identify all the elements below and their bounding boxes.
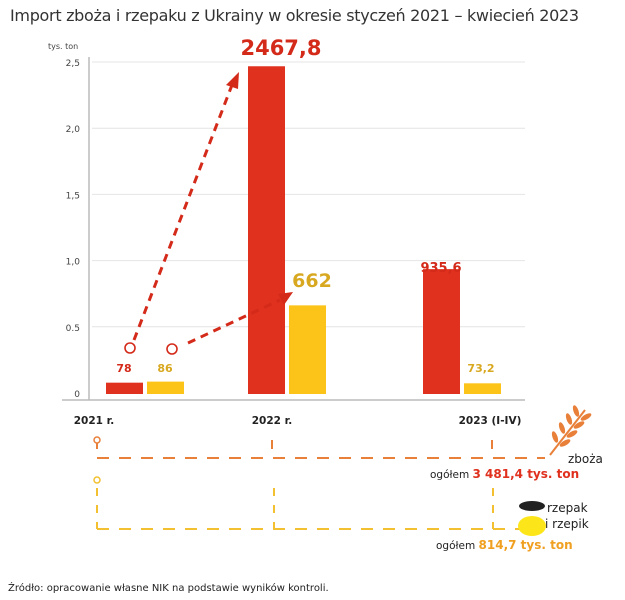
source-note: Źródło: opracowanie własne NIK na podsta… [8, 583, 329, 594]
rapeseed-icon [519, 501, 545, 511]
chart-title: Import zboża i rzepaku z Ukrainy w okres… [10, 6, 579, 25]
timeline-pin [93, 476, 101, 484]
legend-grain: zboża [568, 452, 603, 466]
x-category-label: 2021 r. [74, 415, 115, 427]
legend-rapeseed: rzepak [547, 501, 588, 515]
data-label: 935,6 [420, 261, 461, 276]
total-prefix: ogółem [430, 469, 473, 481]
start-circle [166, 343, 178, 355]
y-tick-label: 0 [74, 390, 80, 400]
total-prefix: ogółem [436, 540, 479, 552]
legend-rapeseed: i rzepik [545, 517, 589, 531]
wheat-icon [551, 431, 559, 443]
data-label: 662 [292, 270, 332, 292]
y-axis-label: tys. ton [48, 42, 78, 51]
x-category-label: 2023 (I-IV) [459, 415, 522, 427]
growth-arrow-grain [132, 84, 234, 341]
bar-grain [106, 382, 143, 394]
wheat-icon [573, 421, 585, 429]
bar-grain [248, 66, 285, 395]
x-category-label: 2022 r. [252, 415, 293, 427]
bar-rapeseed [289, 305, 326, 394]
total-label: ogółem 814,7 tys. ton [436, 538, 573, 552]
wheat-icon [566, 430, 578, 438]
timeline-pin [93, 436, 101, 444]
rapeseed-icon [518, 516, 546, 536]
wheat-icon [549, 409, 586, 456]
total-value: 814,7 tys. ton [479, 538, 573, 552]
total-label: ogółem 3 481,4 tys. ton [430, 467, 579, 481]
wheat-icon [565, 413, 573, 425]
y-tick-label: 1,5 [66, 191, 80, 201]
y-tick-label: 2,5 [66, 59, 80, 69]
bar-chart: 0 0.5 1,0 1,5 2,0 2,5 tys. ton 78 2467,8 935,6 86 6… [48, 36, 603, 552]
y-tick-label: 0.5 [66, 324, 80, 334]
total-value: 3 481,4 tys. ton [473, 467, 580, 481]
data-label: 2467,8 [240, 36, 321, 60]
wheat-icon [559, 439, 571, 447]
arrowhead [278, 292, 293, 305]
wheat-icon [572, 405, 580, 417]
data-label: 73,2 [467, 362, 494, 375]
data-label: 86 [157, 362, 173, 375]
wheat-icon [580, 413, 592, 421]
bar-rapeseed [464, 383, 501, 394]
bar-grain [423, 269, 460, 394]
y-tick-label: 2,0 [66, 125, 81, 135]
growth-arrow-rapeseed [187, 298, 281, 345]
y-tick-label: 1,0 [66, 258, 81, 268]
arrowhead [226, 72, 239, 89]
data-label: 78 [116, 362, 131, 375]
wheat-icon [558, 422, 566, 434]
start-circle [124, 342, 136, 354]
bar-rapeseed [147, 381, 184, 394]
